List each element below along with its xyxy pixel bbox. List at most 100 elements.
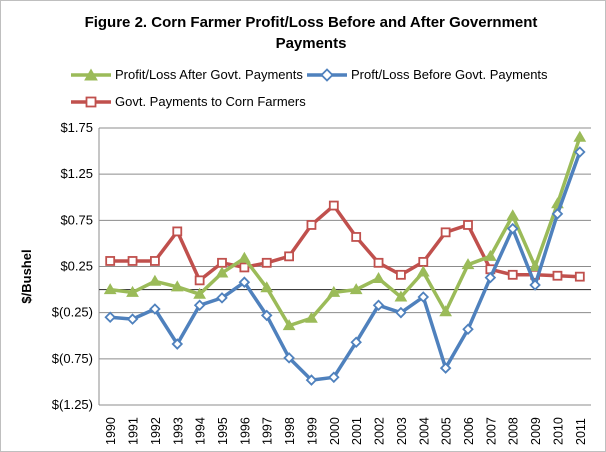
data-point-diamond xyxy=(529,279,541,291)
data-point-square xyxy=(396,269,406,280)
data-point-diamond xyxy=(104,311,116,324)
data-point-diamond xyxy=(260,309,273,322)
data-point-triangle xyxy=(103,283,117,295)
legend-label-after: Profit/Loss After Govt. Payments xyxy=(115,67,303,82)
data-point-square xyxy=(373,257,384,268)
series-line-diamond xyxy=(110,151,582,382)
data-point-diamond xyxy=(439,362,452,374)
y-tick-label: $(0.25) xyxy=(52,305,93,320)
data-point-square xyxy=(351,232,362,242)
data-point-diamond xyxy=(149,303,161,315)
series-line-square xyxy=(110,203,580,283)
data-point-square xyxy=(440,227,451,238)
y-tick-label: $(1.25) xyxy=(52,397,93,412)
x-tick-label: 1994 xyxy=(194,417,208,445)
data-point-diamond xyxy=(372,299,385,312)
x-tick-label: 2004 xyxy=(417,417,431,445)
data-point-triangle xyxy=(573,130,587,142)
data-point-triangle xyxy=(126,285,139,297)
data-point-square xyxy=(150,256,160,266)
data-point-triangle xyxy=(282,319,296,331)
x-tick-label: 1992 xyxy=(149,417,163,445)
data-point-triangle xyxy=(506,209,520,221)
data-point-diamond xyxy=(283,352,295,364)
chart-title-line-2: Payments xyxy=(275,35,347,52)
chart-title-line-1: Figure 2. Corn Farmer Profit/Loss Before… xyxy=(84,14,538,31)
data-point-triangle xyxy=(528,260,542,271)
data-point-diamond xyxy=(126,313,139,325)
data-point-diamond xyxy=(417,291,430,303)
x-tick-label: 2010 xyxy=(551,417,565,445)
x-tick-label: 2005 xyxy=(440,417,454,445)
data-point-diamond xyxy=(484,271,497,284)
x-tick-label: 2002 xyxy=(373,417,387,445)
data-point-square xyxy=(463,220,473,230)
x-tick-label: 2009 xyxy=(529,417,543,445)
data-point-triangle xyxy=(327,285,341,297)
data-point-square xyxy=(507,269,518,280)
x-tick-label: 1995 xyxy=(216,417,230,445)
data-point-square xyxy=(418,256,429,267)
chart-title: Figure 2. Corn Farmer Profit/Loss Before… xyxy=(41,12,581,54)
data-point-diamond xyxy=(506,222,519,235)
data-point-diamond xyxy=(395,306,407,319)
data-point-square xyxy=(217,257,227,268)
data-point-diamond xyxy=(216,292,228,304)
x-tick-label: 2008 xyxy=(507,417,521,445)
legend-swatch-diamond-icon xyxy=(307,67,347,82)
legend-swatch-square-icon xyxy=(71,96,111,107)
y-axis-title: $/Bushel xyxy=(19,249,34,303)
data-point-square xyxy=(552,270,563,281)
data-point-diamond xyxy=(551,208,564,220)
data-point-diamond xyxy=(305,374,318,386)
data-point-square xyxy=(105,256,116,266)
x-tick-label: 1993 xyxy=(171,417,185,445)
x-tick-label: 1999 xyxy=(305,417,319,445)
data-point-diamond xyxy=(574,146,586,158)
legend-item-payments: Govt. Payments to Corn Farmers xyxy=(71,94,306,109)
data-point-triangle xyxy=(461,258,475,270)
data-point-diamond xyxy=(171,338,184,350)
data-point-triangle xyxy=(193,287,207,299)
legend-item-after: Profit/Loss After Govt. Payments xyxy=(71,67,303,82)
data-point-triangle xyxy=(349,283,363,295)
data-point-triangle xyxy=(237,251,251,263)
x-tick-label: 1996 xyxy=(238,417,252,445)
data-point-square xyxy=(328,200,339,211)
legend-label-payments: Govt. Payments to Corn Farmers xyxy=(115,94,306,109)
data-point-triangle xyxy=(372,272,385,284)
x-tick-label: 1991 xyxy=(127,417,141,445)
data-point-diamond xyxy=(328,371,340,384)
data-point-diamond xyxy=(238,276,251,288)
legend-swatch-triangle-icon xyxy=(71,67,111,80)
data-point-triangle xyxy=(148,274,162,286)
data-point-square xyxy=(306,220,317,230)
x-tick-label: 2007 xyxy=(484,417,498,445)
data-point-diamond xyxy=(350,336,362,348)
data-point-triangle xyxy=(439,305,453,317)
y-tick-label: $0.25 xyxy=(60,259,93,274)
data-point-triangle xyxy=(305,311,318,323)
x-tick-label: 1997 xyxy=(261,417,275,445)
y-tick-label: $0.75 xyxy=(60,212,93,227)
data-point-triangle xyxy=(260,281,274,293)
x-tick-label: 2006 xyxy=(462,417,476,445)
data-point-square xyxy=(194,275,205,286)
data-point-square xyxy=(284,251,294,262)
data-point-triangle xyxy=(215,266,229,278)
y-tick-label: $1.75 xyxy=(60,120,93,135)
data-point-square xyxy=(172,226,183,237)
legend-label-before: Proft/Loss Before Govt. Payments xyxy=(351,67,548,82)
data-point-triangle xyxy=(170,280,184,292)
x-tick-label: 2011 xyxy=(574,418,588,445)
data-point-square xyxy=(127,256,138,266)
data-point-triangle xyxy=(483,249,497,261)
data-point-square xyxy=(574,271,585,282)
data-point-diamond xyxy=(193,299,206,312)
data-point-diamond xyxy=(462,323,474,336)
x-tick-label: 2000 xyxy=(328,417,342,445)
x-tick-label: 1998 xyxy=(283,417,297,445)
x-tick-label: 1990 xyxy=(104,417,118,445)
